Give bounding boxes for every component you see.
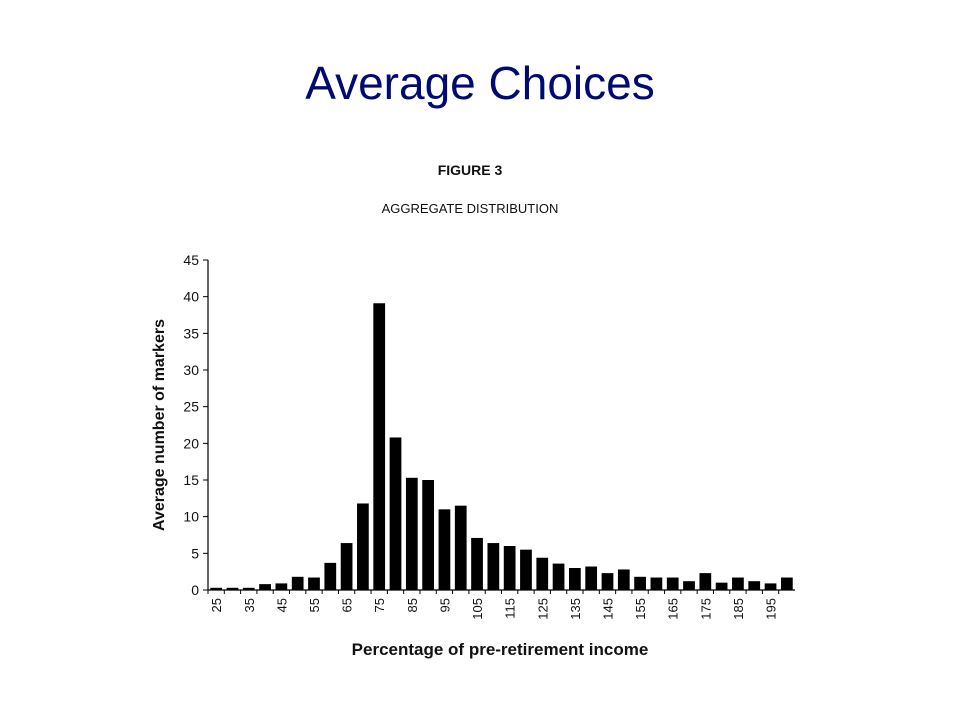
y-tick-label: 35 (183, 325, 199, 341)
bar-175 (699, 573, 712, 590)
x-tick-label: 65 (340, 598, 355, 612)
y-axis: 0 5 10 15 20 25 30 35 40 45 (183, 252, 209, 598)
x-tick-label: 75 (372, 598, 387, 612)
bar-75 (373, 303, 386, 590)
bar-185 (732, 577, 744, 590)
slide-title: Average Choices (305, 57, 655, 109)
bar-180 (715, 582, 728, 590)
bar-115 (503, 546, 516, 590)
y-tick-label: 30 (183, 362, 199, 378)
bar-125 (536, 557, 549, 590)
bar-70 (357, 503, 369, 590)
x-tick-label: 165 (666, 598, 681, 620)
bars (210, 303, 793, 590)
x-tick-label: 125 (535, 598, 550, 620)
bar-150 (617, 569, 630, 590)
bar-145 (601, 573, 614, 590)
x-tick-label: 185 (731, 598, 746, 620)
y-tick-label: 5 (191, 545, 199, 561)
x-tick-label: 135 (568, 598, 583, 620)
x-tick-label: 105 (470, 598, 485, 620)
x-tick-label: 85 (405, 598, 420, 612)
x-tick-label: 25 (209, 598, 224, 612)
bar-195 (764, 583, 777, 590)
x-tick-label: 175 (698, 598, 713, 620)
bar-130 (552, 563, 565, 590)
x-axis: 25 35 45 55 65 75 85 95 105 115 125 135 145 155 165 175… (207, 589, 795, 620)
bar-155 (634, 576, 646, 590)
y-tick-label: 20 (183, 435, 199, 451)
bar-165 (666, 577, 679, 590)
y-axis-label: Average number of markers (151, 319, 168, 531)
bar-30 (226, 587, 239, 590)
bar-170 (683, 581, 695, 590)
y-tick-label: 10 (183, 509, 199, 525)
bar-90 (422, 480, 434, 590)
bar-40 (259, 584, 271, 590)
x-tick-label: 155 (633, 598, 648, 620)
bar-85 (405, 477, 418, 590)
x-tick-label: 145 (600, 598, 615, 620)
x-tick-label: 35 (242, 598, 257, 612)
bar-135 (569, 568, 581, 590)
bar-105 (471, 537, 483, 590)
x-tick-label: 55 (307, 598, 322, 612)
x-tick-label: 115 (503, 598, 518, 619)
bar-80 (389, 437, 402, 590)
bar-50 (291, 576, 304, 590)
y-tick-label: 45 (183, 252, 199, 268)
x-tick-label: 95 (437, 598, 452, 612)
x-tick-label: 195 (764, 598, 779, 620)
bar-35 (242, 587, 255, 590)
y-tick-label: 40 (183, 289, 199, 305)
y-tick-label: 15 (183, 472, 199, 488)
x-tick-label: 45 (274, 598, 289, 612)
bar-160 (650, 577, 663, 590)
bar-60 (324, 562, 337, 590)
bar-45 (275, 583, 288, 590)
bar-65 (340, 543, 353, 590)
x-axis-label: Percentage of pre-retirement income (352, 640, 649, 659)
chart-title: AGGREGATE DISTRIBUTION (381, 201, 559, 216)
bar-190 (748, 581, 761, 590)
bar-chart: 0 5 10 15 20 25 30 35 40 45 25 35 45 55 65 75 85 95 105 11… (151, 252, 795, 659)
y-tick-label: 25 (183, 399, 199, 415)
bar-100 (454, 505, 467, 590)
bar-200 (780, 577, 793, 590)
figure-label: FIGURE 3 (437, 162, 503, 178)
bar-55 (308, 577, 320, 590)
bar-25 (210, 587, 223, 590)
bar-95 (438, 509, 451, 590)
bar-140 (585, 566, 598, 590)
y-tick-label: 0 (191, 582, 199, 598)
bar-120 (520, 549, 532, 590)
bar-110 (487, 543, 500, 590)
